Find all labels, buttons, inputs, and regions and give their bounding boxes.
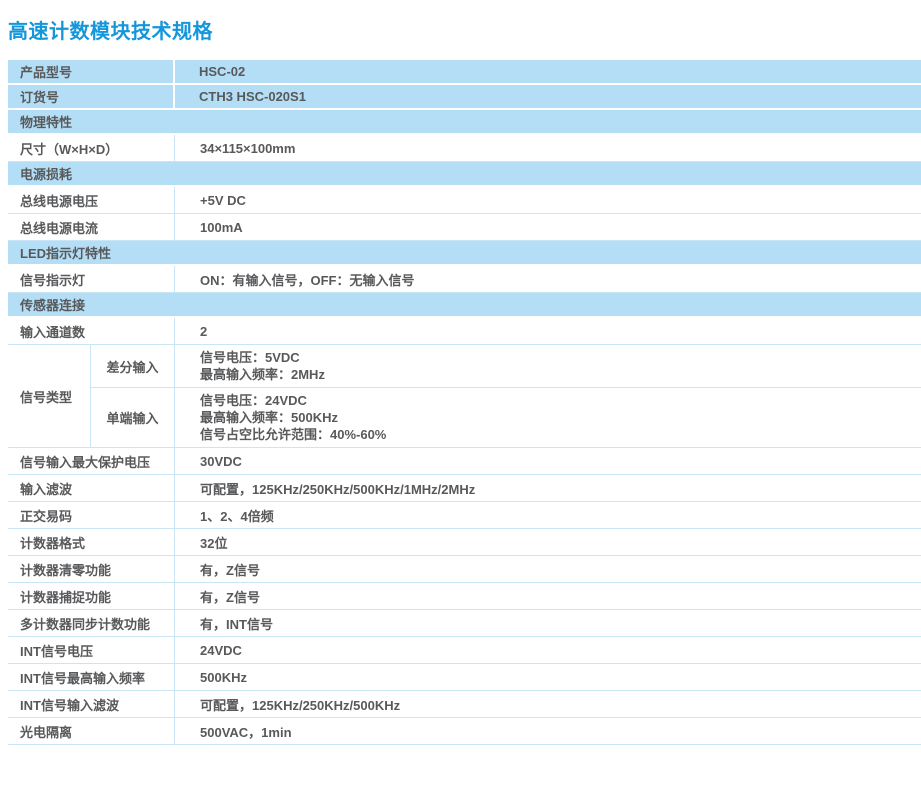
subrow-value: 信号电压：24VDC 最高输入频率：500KHz 信号占空比允许范围：40%-60% bbox=[175, 388, 921, 447]
group-subrow: 单端输入 信号电压：24VDC 最高输入频率：500KHz 信号占空比允许范围：40%… bbox=[91, 387, 921, 447]
subrow-value-line: 最高输入频率：500KHz bbox=[200, 410, 338, 425]
row-label: 计数器清零功能 bbox=[8, 556, 175, 582]
row-label: 光电隔离 bbox=[8, 718, 175, 744]
table-row: 计数器格式 32位 bbox=[8, 529, 921, 556]
row-label: 总线电源电压 bbox=[8, 187, 175, 213]
table-row: 总线电源电流 100mA bbox=[8, 214, 921, 241]
table-row: INT信号电压 24VDC bbox=[8, 637, 921, 664]
row-value: 500VAC，1min bbox=[200, 724, 292, 740]
section-header-label: LED指示灯特性 bbox=[20, 246, 112, 261]
page-title: 高速计数模块技术规格 bbox=[8, 21, 213, 43]
table-row: 信号输入最大保护电压 30VDC bbox=[8, 448, 921, 475]
table-row: 尺寸（W×H×D） 34×115×100mm bbox=[8, 135, 921, 162]
table-row: 计数器捕捉功能 有，Z信号 bbox=[8, 583, 921, 610]
table-row: 总线电源电压 +5V DC bbox=[8, 187, 921, 214]
subrow-value-line: 信号电压：24VDC bbox=[200, 393, 307, 408]
row-value: 有，Z信号 bbox=[200, 562, 260, 578]
subrow-value-line: 最高输入频率：2MHz bbox=[200, 367, 325, 382]
section-header-label: 传感器连接 bbox=[20, 298, 86, 313]
section-header-row: LED指示灯特性 bbox=[8, 241, 921, 266]
table-row: INT信号输入滤波 可配置，125KHz/250KHz/500KHz bbox=[8, 691, 921, 718]
row-label: 计数器捕捉功能 bbox=[8, 583, 175, 609]
table-row: 产品型号 HSC-02 bbox=[8, 60, 921, 85]
row-label: INT信号电压 bbox=[8, 637, 175, 663]
row-label: 正交易码 bbox=[8, 502, 175, 528]
row-label: INT信号输入滤波 bbox=[8, 691, 175, 717]
row-value: 32位 bbox=[200, 535, 228, 551]
row-value: 可配置，125KHz/250KHz/500KHz/1MHz/2MHz bbox=[200, 481, 476, 497]
row-value: HSC-02 bbox=[199, 64, 246, 79]
row-label: 尺寸（W×H×D） bbox=[8, 135, 175, 161]
row-value: 可配置，125KHz/250KHz/500KHz bbox=[200, 697, 401, 713]
row-value: 24VDC bbox=[200, 642, 242, 658]
row-label: INT信号最高输入频率 bbox=[8, 664, 175, 690]
row-value: 34×115×100mm bbox=[200, 140, 296, 156]
table-row: 订货号 CTH3 HSC-020S1 bbox=[8, 85, 921, 110]
table-row: 计数器清零功能 有，Z信号 bbox=[8, 556, 921, 583]
subrow-label: 差分输入 bbox=[91, 345, 175, 387]
row-label: 信号输入最大保护电压 bbox=[8, 448, 175, 474]
table-row: 输入通道数 2 bbox=[8, 318, 921, 345]
row-label: 订货号 bbox=[8, 85, 175, 108]
subrow-value-line: 信号占空比允许范围：40%-60% bbox=[200, 427, 387, 442]
row-label: 计数器格式 bbox=[8, 529, 175, 555]
section-header-row: 电源损耗 bbox=[8, 162, 921, 187]
row-value: 有，Z信号 bbox=[200, 589, 260, 605]
row-label: 产品型号 bbox=[8, 60, 175, 83]
row-label: 输入滤波 bbox=[8, 475, 175, 501]
row-value: CTH3 HSC-020S1 bbox=[199, 89, 306, 104]
section-header-row: 物理特性 bbox=[8, 110, 921, 135]
group-subrow: 差分输入 信号电压：5VDC 最高输入频率：2MHz bbox=[91, 345, 921, 387]
table-row: 正交易码 1、2、4倍频 bbox=[8, 502, 921, 529]
row-label: 总线电源电流 bbox=[8, 214, 175, 240]
table-row: 光电隔离 500VAC，1min bbox=[8, 718, 921, 745]
section-header-label: 电源损耗 bbox=[20, 167, 73, 182]
subrow-value: 信号电压：5VDC 最高输入频率：2MHz bbox=[175, 345, 921, 387]
table-row: INT信号最高输入频率 500KHz bbox=[8, 664, 921, 691]
row-value: 1、2、4倍频 bbox=[200, 508, 274, 524]
row-label: 输入通道数 bbox=[8, 318, 175, 344]
group-row-label: 信号类型 bbox=[8, 345, 91, 447]
row-value: 有，INT信号 bbox=[200, 616, 273, 632]
group-row: 信号类型 差分输入 信号电压：5VDC 最高输入频率：2MHz 单端输入 信号电压：24V… bbox=[8, 345, 921, 448]
subrow-value-line: 信号电压：5VDC bbox=[200, 350, 300, 365]
row-value: 30VDC bbox=[200, 453, 242, 469]
table-row: 输入滤波 可配置，125KHz/250KHz/500KHz/1MHz/2MHz bbox=[8, 475, 921, 502]
row-value: ON：有输入信号，OFF：无输入信号 bbox=[200, 272, 415, 288]
section-header-row: 传感器连接 bbox=[8, 293, 921, 318]
table-row: 信号指示灯 ON：有输入信号，OFF：无输入信号 bbox=[8, 266, 921, 293]
row-value: 500KHz bbox=[200, 669, 247, 685]
section-header-label: 物理特性 bbox=[20, 115, 73, 130]
group-body: 差分输入 信号电压：5VDC 最高输入频率：2MHz 单端输入 信号电压：24VDC 最高… bbox=[91, 345, 921, 447]
table-row: 多计数器同步计数功能 有，INT信号 bbox=[8, 610, 921, 637]
row-value: 2 bbox=[200, 323, 208, 339]
row-label: 多计数器同步计数功能 bbox=[8, 610, 175, 636]
spec-table: 产品型号 HSC-02 订货号 CTH3 HSC-020S1 物理特性尺寸（W×H×D）… bbox=[8, 60, 921, 745]
subrow-label: 单端输入 bbox=[91, 388, 175, 447]
row-value: 100mA bbox=[200, 219, 243, 235]
row-value: +5V DC bbox=[200, 192, 246, 208]
row-label: 信号指示灯 bbox=[8, 266, 175, 292]
